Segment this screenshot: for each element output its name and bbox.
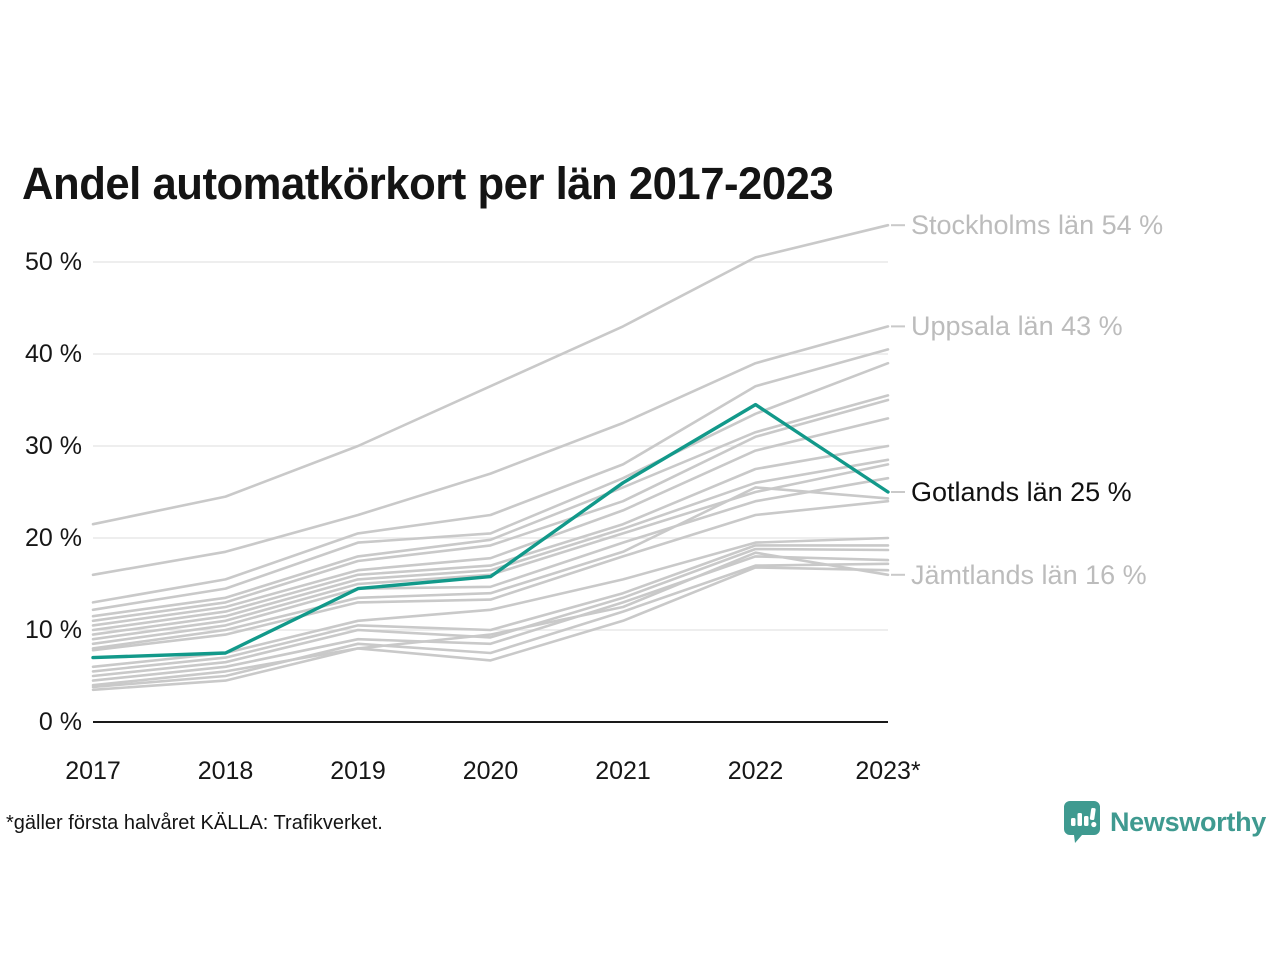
series-line: [91, 417, 890, 627]
newsworthy-logo-text: Newsworthy: [1109, 806, 1266, 837]
series-line: [91, 325, 890, 577]
source-note: *gäller första halvåret KÄLLA: Trafikver…: [6, 812, 383, 834]
series-line: [91, 555, 890, 682]
series-line: [91, 547, 890, 678]
series-line: [91, 544, 890, 673]
y-tick-label: 10 %: [25, 616, 82, 644]
y-tick-label: 20 %: [25, 524, 82, 552]
y-tick-label: 50 %: [25, 248, 82, 276]
y-tick-label: 0 %: [38, 708, 82, 736]
x-tick-label: 2019: [330, 757, 386, 785]
series-line: [91, 361, 890, 612]
series-line: [91, 486, 890, 650]
series-end-label: Uppsala län 43 %: [911, 311, 1123, 342]
series-line: [91, 394, 890, 618]
series-line: [91, 398, 890, 623]
series-end-label: Stockholms län 54 %: [911, 210, 1164, 241]
series-line: [91, 566, 890, 692]
series-line: [91, 476, 890, 646]
series-line: [91, 348, 890, 604]
series-line: [91, 562, 890, 689]
series-end-label: Jämtlands län 16 %: [911, 559, 1147, 590]
series-line: [91, 458, 890, 636]
series-line: [91, 444, 890, 632]
chart-title: Andel automatkörkort per län 2017-2023: [22, 158, 834, 210]
newsworthy-brand: Newsworthy: [1063, 800, 1266, 844]
x-tick-label: 2020: [462, 757, 519, 785]
x-tick-label: 2018: [197, 757, 254, 785]
x-tick-label: 2021: [595, 757, 651, 785]
x-tick-label: 2017: [65, 757, 121, 785]
series-line: [91, 551, 890, 687]
series-end-label: Gotlands län 25 %: [911, 477, 1132, 507]
exclamation-glyph: [1089, 807, 1097, 828]
x-tick-label: 2023*: [855, 757, 921, 785]
y-tick-label: 30 %: [25, 432, 82, 460]
x-tick-label: 2022: [727, 757, 784, 785]
series-line: [91, 223, 890, 526]
newsworthy-logo-icon: [1063, 801, 1100, 843]
y-tick-label: 40 %: [25, 340, 82, 368]
series-line: [91, 499, 890, 652]
highlighted-series-line: [91, 402, 890, 660]
